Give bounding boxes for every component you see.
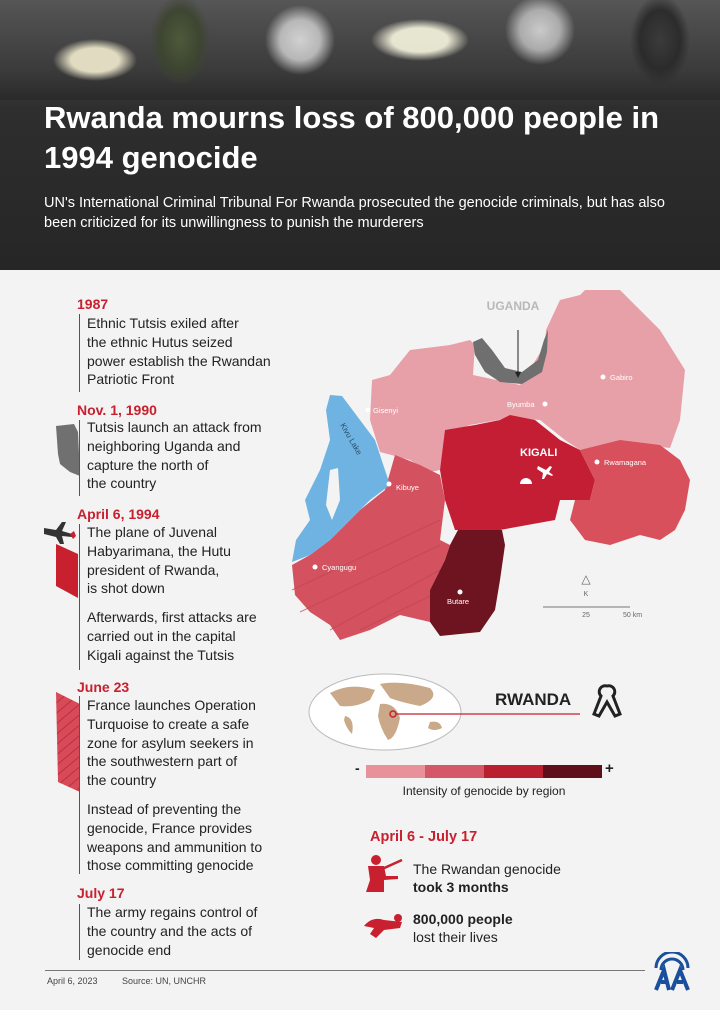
soldier-icon: [366, 855, 403, 892]
timeline-date: Nov. 1, 1990: [77, 402, 157, 418]
timeline-date: July 17: [77, 885, 125, 901]
timeline-text: Ethnic Tutsis exiled after the ethnic Hut…: [87, 314, 271, 389]
timeline-text: France launches Operation Turquoise to cr…: [87, 696, 262, 875]
timeline-date: April 6, 1994: [77, 506, 160, 522]
timeline-text: Tutsis launch an attack from neighboring …: [87, 418, 262, 493]
kivu-lake: [292, 395, 390, 562]
fallen-body-icon: [364, 914, 402, 938]
rwanda-map: UGANDA Kivu Lake Gisenyi Byumba Gabiro K…: [291, 290, 690, 640]
legend-label: Intensity of genocide by region: [402, 784, 566, 798]
text-line: the country: [87, 475, 157, 492]
text-line: Habyarimana, the Hutu: [87, 542, 231, 559]
legend-swatch: [425, 765, 484, 778]
text-line: The army regains control of: [87, 904, 258, 920]
region-north: [370, 290, 685, 472]
uganda-border-icon: [56, 424, 80, 476]
text-line: genocide end: [87, 941, 172, 958]
legend-plus: +: [605, 760, 614, 777]
footer-source: Source: UN, UNCHR: [122, 976, 207, 986]
text-line: Instead of preventing the: [87, 800, 242, 817]
footer-divider: [45, 970, 645, 971]
stat-line: The Rwandan genocide: [413, 861, 561, 877]
text-line: carried out in the capital: [87, 627, 236, 644]
text-line: Tutsis launch an attack from: [87, 419, 262, 435]
north-label: K: [584, 591, 589, 598]
city-label: Rwamagana: [604, 458, 647, 467]
text-line: zone for asylum seekers in: [87, 734, 254, 751]
timeline-date: 1987: [77, 296, 109, 312]
city-label: Gabiro: [610, 373, 633, 382]
timeline-line: [79, 524, 80, 670]
footer-date: April 6, 2023: [47, 976, 98, 986]
text-line: is shot down: [87, 580, 165, 597]
text-line: the country: [87, 772, 157, 789]
text-line: Turquoise to create a safe: [87, 715, 250, 732]
text-line: those committing genocide: [87, 857, 254, 874]
stat-line: lost their lives: [413, 929, 498, 945]
text-line: neighboring Uganda and: [87, 437, 241, 454]
text-line: the ethnic Hutus seized: [87, 333, 233, 350]
text-line: France launches Operation: [87, 697, 256, 713]
timeline-text: The army regains control of the country a…: [87, 903, 257, 959]
text-line: president of Rwanda,: [87, 561, 220, 578]
legend-swatch: [366, 765, 425, 778]
sunrise-icon: [520, 478, 532, 484]
capital-label: KIGALI: [520, 447, 557, 459]
text-line: The plane of Juvenal: [87, 524, 217, 540]
timeline-line: [79, 420, 80, 496]
page-subtitle: UN's International Criminal Tribunal For…: [44, 195, 665, 231]
city-label: Kibuye: [396, 483, 419, 492]
north-arrow-icon: △: [581, 572, 591, 586]
plane-icon: [537, 466, 553, 479]
text-line: Ethnic Tutsis exiled after: [87, 315, 239, 331]
legend-swatch: [543, 765, 602, 778]
intensity-legend-bar: [366, 765, 602, 778]
stat-line: 800,000 people: [413, 911, 513, 927]
plane-shot-down-icon: [44, 522, 78, 598]
rwanda-label: RWANDA: [495, 690, 571, 709]
legend-swatch: [484, 765, 543, 778]
turquoise-zone-icon: [56, 692, 80, 792]
timeline-date: June 23: [77, 679, 130, 695]
scale-label: 50 km: [623, 612, 642, 619]
city-label: Butare: [447, 597, 469, 606]
city-label: Byumba: [507, 400, 535, 409]
timeline-text: The plane of Juvenal Habyarimana, the Hut…: [87, 523, 257, 665]
anadolu-agency-logo: [654, 952, 690, 991]
city-label: Cyangugu: [322, 563, 356, 572]
city-label: Gisenyi: [373, 406, 398, 415]
header-photo: [0, 0, 720, 100]
genocide-period: April 6 - July 17: [370, 829, 478, 845]
world-inset-map: RWANDA: [308, 673, 622, 751]
header-banner: Rwanda mourns loss of 800,000 people in …: [0, 0, 720, 270]
page-title: Rwanda mourns loss of 800,000 people in …: [44, 100, 660, 175]
text-line: weapons and ammunition to: [87, 838, 263, 855]
region-butare: [430, 530, 505, 636]
scale-label: 25: [582, 612, 590, 619]
stat-line: took 3 months: [413, 879, 509, 895]
text-line: genocide, France provides: [87, 819, 252, 836]
stat-duration: The Rwandan genocide took 3 months: [413, 860, 561, 896]
text-line: the southwestern part of: [87, 753, 238, 770]
text-line: Kigali against the Tutsis: [87, 646, 235, 663]
uganda-label: UGANDA: [487, 299, 540, 313]
timeline-line: [79, 696, 80, 874]
timeline-line: [79, 314, 80, 392]
legend-minus: -: [355, 760, 360, 776]
region-central: [440, 415, 595, 530]
region-south-west: [292, 455, 450, 640]
text-line: power establish the Rwandan: [87, 352, 271, 369]
mourning-ribbon-icon: [592, 684, 622, 718]
uganda-strip: [473, 330, 548, 384]
text-line: Patriotic Front: [87, 371, 175, 388]
text-line: capture the north of: [87, 456, 209, 473]
region-east: [570, 440, 690, 545]
stat-deaths: 800,000 people lost their lives: [413, 910, 513, 946]
timeline-line: [79, 904, 80, 960]
text-line: Afterwards, first attacks are: [87, 609, 257, 626]
text-line: the country and the acts of: [87, 922, 252, 939]
